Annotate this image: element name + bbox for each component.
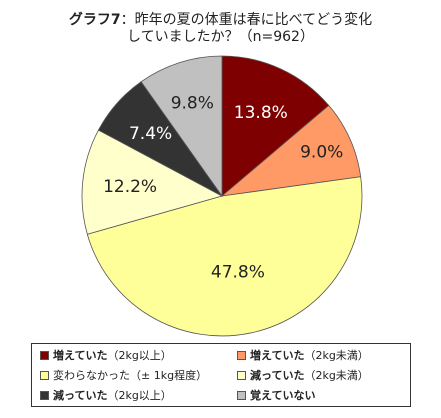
pie-slice	[86, 176, 363, 337]
legend-swatch	[40, 391, 49, 400]
pie-value-label: 9.0%	[300, 142, 343, 162]
title-line2: していましたか？（n=962）	[127, 29, 314, 45]
legend-item: 減っていた（2kg未満）	[237, 368, 369, 384]
pie-value-label: 13.8%	[234, 103, 288, 123]
legend-swatch	[237, 371, 246, 380]
pie-value-label: 7.4%	[129, 124, 172, 144]
pie-value-label: 12.2%	[103, 177, 157, 197]
title-line1: ：昨年の夏の体重は春に比べてどう変化	[120, 12, 373, 28]
legend: 増えていた（2kg以上） 増えていた（2kg未満） 変わらなかった（± 1kg程度）…	[31, 343, 411, 407]
pie-value-label: 9.8%	[171, 94, 214, 114]
pie-value-label: 47.8%	[211, 262, 265, 282]
pie-slice	[220, 104, 362, 197]
legend-label: 増えていた（2kg以上）	[53, 349, 172, 362]
chart-title: グラフ7：昨年の夏の体重は春に比べてどう変化 していましたか？（n=962）	[0, 12, 441, 46]
legend-label: 変わらなかった（± 1kg程度）	[53, 369, 208, 382]
title-prefix: グラフ7	[68, 12, 121, 28]
legend-item: 増えていた（2kg以上）	[40, 348, 172, 364]
legend-swatch	[40, 371, 49, 380]
pie-chart: 13.8% 9.0% 47.8% 12.2% 7.4% 9.8%	[81, 55, 363, 337]
legend-label: 減っていた（2kg以上）	[53, 389, 172, 402]
legend-item: 減っていた（2kg以上）	[40, 388, 172, 404]
legend-swatch	[237, 391, 246, 400]
legend-label: 減っていた（2kg未満）	[250, 369, 369, 382]
legend-label: 増えていた（2kg未満）	[250, 349, 369, 362]
pie-slice	[81, 129, 224, 235]
legend-swatch	[237, 351, 246, 360]
legend-item: 増えていた（2kg未満）	[237, 348, 369, 364]
legend-swatch	[40, 351, 49, 360]
legend-label: 覚えていない	[250, 389, 316, 402]
legend-item: 覚えていない	[237, 388, 315, 404]
pie-slice	[221, 55, 330, 197]
legend-item: 変わらなかった（± 1kg程度）	[40, 368, 207, 384]
pie-slice	[140, 55, 223, 198]
